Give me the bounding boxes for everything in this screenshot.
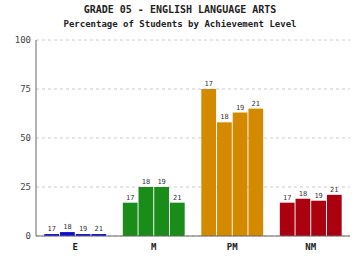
- bar-label: 18: [142, 178, 150, 186]
- grid-line: [36, 89, 350, 90]
- y-tick-label: 25: [20, 182, 31, 192]
- bar-label: 18: [299, 190, 307, 198]
- y-tick-label: 100: [15, 35, 31, 45]
- bar: [280, 203, 295, 236]
- subtitle: Percentage of Students by Achievement Le…: [64, 19, 297, 29]
- bar: [296, 199, 311, 236]
- y-axis: [36, 40, 37, 236]
- x-tick-label: E: [73, 242, 78, 252]
- bar-label: 19: [314, 192, 322, 200]
- title: GRADE 05 - ENGLISH LANGUAGE ARTS: [84, 4, 277, 15]
- grid-line: [36, 236, 350, 237]
- x-tick-label: PM: [227, 242, 238, 252]
- bar-label: 21: [95, 225, 103, 233]
- bar-label: 21: [252, 100, 260, 108]
- grid-line: [36, 187, 350, 188]
- bar-label: 21: [330, 186, 338, 194]
- chart: GRADE 05 - ENGLISH LANGUAGE ARTS Percenta…: [0, 0, 360, 260]
- bar-label: 17: [47, 225, 55, 233]
- bar: [60, 232, 75, 236]
- bar: [217, 122, 232, 236]
- bar-label: 19: [236, 104, 244, 112]
- x-tick-label: NM: [305, 242, 316, 252]
- bar-label: 17: [126, 194, 134, 202]
- bar-label: 17: [204, 80, 212, 88]
- bar: [311, 201, 326, 236]
- bar-label: 21: [173, 194, 181, 202]
- bar: [248, 109, 263, 236]
- bar: [201, 89, 216, 236]
- y-tick-label: 75: [20, 84, 31, 94]
- bar-label: 19: [79, 225, 87, 233]
- bar: [154, 187, 169, 236]
- grid-line: [36, 40, 350, 41]
- y-tick-label: 50: [20, 133, 31, 143]
- bar-label: 18: [63, 223, 71, 231]
- x-axis: [36, 236, 350, 237]
- bar-label: 19: [157, 178, 165, 186]
- bar-label: 18: [220, 113, 228, 121]
- grid-line: [36, 138, 350, 139]
- bar-labels: 17 17 17 17 18 18 18 18 19 19 19 19 21 21 21 21: [47, 80, 338, 233]
- bar: [233, 113, 248, 236]
- bar: [123, 203, 138, 236]
- bar-label: 17: [283, 194, 291, 202]
- bar: [327, 195, 342, 236]
- bar: [139, 187, 154, 236]
- bar: [170, 203, 185, 236]
- y-tick-label: 0: [26, 231, 31, 241]
- x-tick-label: M: [151, 242, 157, 252]
- bars: [44, 89, 341, 236]
